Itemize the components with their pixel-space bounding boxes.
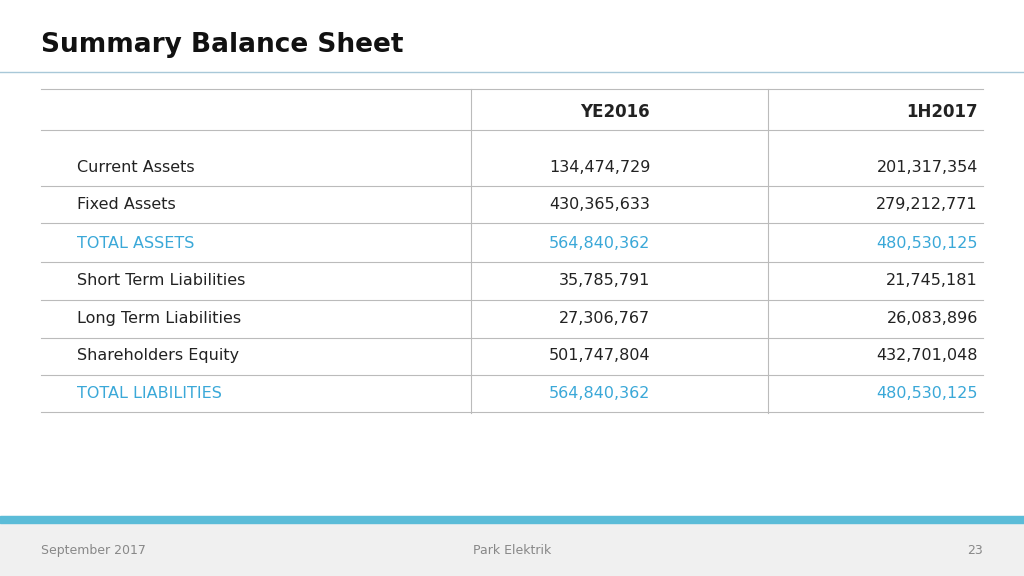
Text: 480,530,125: 480,530,125	[877, 236, 978, 251]
Text: 201,317,354: 201,317,354	[877, 160, 978, 175]
Text: 432,701,048: 432,701,048	[877, 348, 978, 363]
Text: Summary Balance Sheet: Summary Balance Sheet	[41, 32, 403, 58]
Text: Park Elektrik: Park Elektrik	[473, 544, 551, 556]
Text: 21,745,181: 21,745,181	[886, 273, 978, 288]
Text: September 2017: September 2017	[41, 544, 145, 556]
Text: Current Assets: Current Assets	[77, 160, 195, 175]
Text: TOTAL ASSETS: TOTAL ASSETS	[77, 236, 195, 251]
Text: Fixed Assets: Fixed Assets	[77, 197, 175, 212]
Bar	[0, 516, 1024, 523]
Text: 480,530,125: 480,530,125	[877, 386, 978, 401]
Text: Short Term Liabilities: Short Term Liabilities	[77, 273, 245, 288]
Bar	[0, 516, 1024, 576]
Text: 27,306,767: 27,306,767	[559, 311, 650, 326]
Text: 564,840,362: 564,840,362	[549, 236, 650, 251]
Text: 430,365,633: 430,365,633	[549, 197, 650, 212]
Text: Shareholders Equity: Shareholders Equity	[77, 348, 239, 363]
Text: 23: 23	[968, 544, 983, 556]
Text: 1H2017: 1H2017	[906, 103, 978, 122]
Text: 279,212,771: 279,212,771	[877, 197, 978, 212]
Text: TOTAL LIABILITIES: TOTAL LIABILITIES	[77, 386, 221, 401]
Text: Long Term Liabilities: Long Term Liabilities	[77, 311, 241, 326]
Text: 35,785,791: 35,785,791	[559, 273, 650, 288]
Text: 564,840,362: 564,840,362	[549, 386, 650, 401]
Text: YE2016: YE2016	[581, 103, 650, 122]
Text: 501,747,804: 501,747,804	[549, 348, 650, 363]
Text: 26,083,896: 26,083,896	[887, 311, 978, 326]
Text: 134,474,729: 134,474,729	[549, 160, 650, 175]
